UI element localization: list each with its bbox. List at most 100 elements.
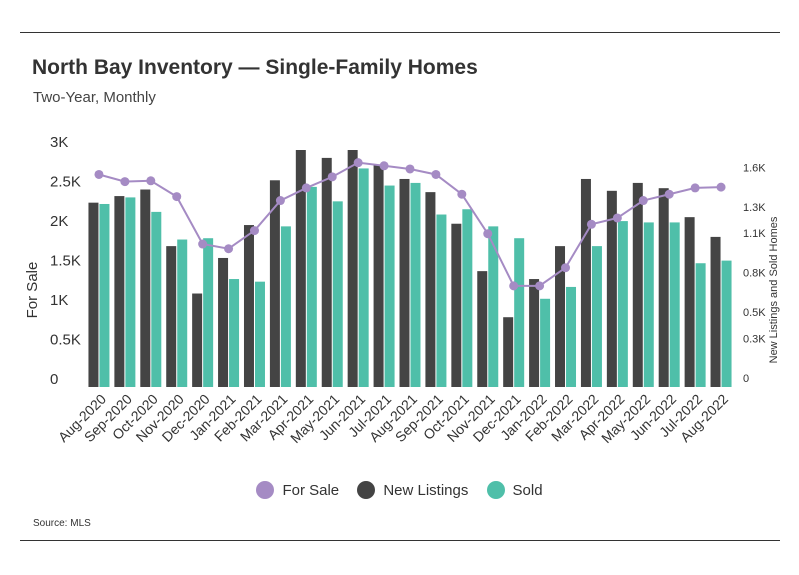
bar-new-listings — [166, 246, 177, 387]
point-for-sale — [249, 226, 259, 236]
point-for-sale — [690, 183, 700, 193]
bar-new-listings — [269, 180, 280, 387]
point-for-sale — [509, 281, 519, 291]
bar-sold — [566, 286, 577, 387]
y-right-tick-label: 1.6K — [743, 162, 766, 174]
bar-new-listings — [295, 150, 306, 387]
bar-sold — [99, 203, 110, 387]
bar-sold — [280, 226, 291, 387]
legend: For Sale New Listings Sold — [0, 481, 799, 503]
y-right-tick-label: 0.3K — [743, 334, 766, 346]
point-for-sale — [405, 164, 415, 174]
point-for-sale — [586, 219, 596, 229]
bar-sold — [643, 222, 654, 387]
legend-item-for-sale: For Sale — [256, 481, 339, 499]
bar-sold — [125, 197, 136, 387]
point-for-sale — [146, 176, 156, 186]
top-rule — [20, 32, 780, 33]
bar-new-listings — [399, 178, 410, 387]
point-for-sale — [638, 196, 648, 206]
bar-new-listings — [192, 293, 203, 387]
y-right-tick-label: 0.8K — [743, 268, 766, 280]
bar-new-listings — [243, 225, 254, 387]
bar-sold — [591, 246, 602, 387]
legend-label-new-listings: New Listings — [383, 481, 469, 499]
bar-sold — [384, 185, 395, 387]
point-for-sale — [431, 169, 441, 179]
y-right-tick-label: 1.3K — [743, 202, 766, 214]
chart-title: North Bay Inventory — Single-Family Home… — [32, 56, 478, 79]
bar-new-listings — [606, 190, 617, 387]
legend-item-new-listings: New Listings — [357, 481, 468, 499]
source-note: Source: MLS — [33, 518, 91, 529]
y-right-axis-title: New Listings and Sold Homes — [768, 216, 780, 363]
point-for-sale — [379, 161, 389, 171]
legend-item-sold: Sold — [486, 481, 543, 499]
bar-new-listings — [580, 178, 591, 387]
y-left-tick-label: 2.5K — [50, 174, 81, 191]
bar-sold — [436, 214, 447, 387]
bar-sold — [721, 260, 732, 387]
bottom-rule — [20, 540, 780, 541]
legend-swatch-new-listings — [357, 481, 376, 499]
bar-sold — [203, 238, 214, 387]
bar-sold — [669, 222, 680, 387]
bar-sold — [177, 239, 188, 387]
bar-sold — [229, 279, 240, 387]
y-right-tick-label: 0.5K — [743, 307, 766, 319]
bar-new-listings — [658, 188, 669, 387]
bar-sold — [462, 209, 473, 387]
point-for-sale — [716, 182, 726, 192]
point-for-sale — [483, 229, 493, 239]
bar-new-listings — [88, 202, 99, 387]
point-for-sale — [561, 263, 571, 273]
bar-sold — [410, 182, 421, 387]
point-for-sale — [172, 192, 182, 202]
point-for-sale — [301, 183, 311, 193]
y-left-tick-label: 2K — [50, 213, 68, 230]
y-left-axis-title: For Sale — [24, 262, 41, 319]
legend-label-for-sale: For Sale — [282, 481, 340, 499]
bar-new-listings — [373, 164, 384, 387]
bar-new-listings — [321, 157, 332, 387]
bar-sold — [332, 201, 343, 387]
point-for-sale — [224, 244, 234, 254]
point-for-sale — [120, 177, 130, 187]
y-left-tick-label: 1.5K — [50, 253, 81, 270]
y-left-tick-label: 0.5K — [50, 332, 81, 349]
y-left-tick-label: 3K — [50, 134, 68, 151]
chart-subtitle: Two-Year, Monthly — [33, 89, 156, 106]
bar-new-listings — [529, 279, 540, 387]
legend-swatch-sold — [486, 481, 505, 499]
point-for-sale — [457, 189, 467, 199]
bar-new-listings — [684, 217, 695, 387]
point-for-sale — [664, 189, 674, 199]
bar-new-listings — [477, 271, 488, 387]
bar-new-listings — [218, 257, 229, 387]
bar-new-listings — [555, 246, 566, 387]
bar-sold — [695, 263, 706, 387]
y-left-tick-label: 1K — [50, 292, 68, 309]
bar-sold — [488, 226, 499, 387]
point-for-sale — [94, 169, 104, 179]
y-right-tick-label: 1.1K — [743, 228, 766, 240]
bar-new-listings — [632, 182, 643, 387]
bar-new-listings — [347, 150, 358, 387]
legend-swatch-for-sale — [256, 481, 275, 499]
point-for-sale — [612, 213, 622, 223]
bar-sold — [254, 281, 265, 387]
bar-new-listings — [425, 192, 436, 387]
point-for-sale — [535, 281, 545, 291]
bar-new-listings — [114, 196, 125, 387]
bar-sold — [151, 211, 162, 387]
bar-new-listings — [710, 236, 721, 387]
bar-new-listings — [140, 189, 151, 387]
point-for-sale — [327, 172, 337, 182]
bar-sold — [306, 186, 317, 387]
bar-new-listings — [451, 223, 462, 387]
bar-sold — [540, 298, 551, 387]
bar-sold — [358, 168, 369, 387]
point-for-sale — [275, 196, 285, 206]
legend-label-sold: Sold — [512, 481, 543, 499]
